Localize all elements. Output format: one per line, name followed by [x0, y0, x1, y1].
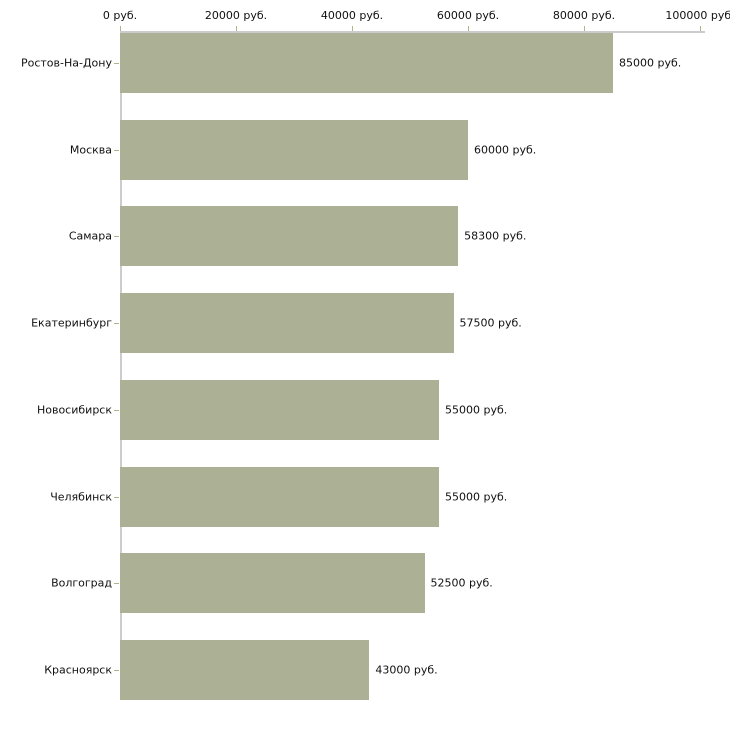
y-tick-mark	[114, 323, 119, 325]
x-tick-label: 40000 руб.	[320, 9, 384, 22]
value-label: 57500 руб.	[459, 316, 522, 330]
y-tick-mark	[114, 409, 119, 411]
x-tick-label: 80000 руб.	[552, 9, 616, 22]
x-tick-mark	[352, 26, 353, 31]
bar	[120, 293, 454, 354]
value-label: 55000 руб.	[445, 490, 508, 504]
x-tick-mark	[700, 26, 701, 31]
category-label: Ростов-На-Дону	[20, 56, 112, 70]
x-tick-mark	[584, 26, 585, 31]
bar	[120, 119, 468, 180]
y-tick-mark	[114, 236, 119, 238]
value-label: 55000 руб.	[445, 403, 508, 417]
bar	[120, 33, 613, 93]
category-label: Самара	[68, 229, 112, 243]
value-label: 43000 руб.	[375, 663, 438, 677]
category-label: Екатеринбург	[31, 316, 112, 330]
category-label: Новосибирск	[36, 403, 112, 417]
y-tick-mark	[114, 149, 119, 151]
x-tick-label: 0 руб.	[102, 9, 138, 22]
bar	[120, 639, 370, 700]
x-tick-mark	[468, 26, 469, 31]
bar	[120, 206, 459, 267]
y-tick-mark	[114, 496, 119, 498]
value-label: 85000 руб.	[619, 56, 682, 70]
x-tick-mark	[120, 26, 121, 31]
x-tick-label: 20000 руб.	[204, 9, 268, 22]
value-label: 60000 руб.	[474, 143, 537, 157]
y-tick-mark	[114, 669, 119, 671]
y-axis-line	[120, 31, 122, 700]
y-tick-mark	[114, 583, 119, 585]
y-tick-mark	[114, 63, 119, 64]
category-label: Челябинск	[50, 490, 112, 504]
bar	[120, 466, 439, 527]
x-tick-mark	[236, 26, 237, 31]
x-axis-line	[120, 31, 705, 33]
value-label: 58300 руб.	[464, 229, 527, 243]
category-label: Красноярск	[44, 663, 112, 677]
category-label: Волгоград	[51, 576, 112, 590]
category-label: Москва	[69, 143, 112, 157]
x-tick-label: 100000 руб.	[665, 9, 730, 22]
bar	[120, 379, 439, 440]
bar	[120, 553, 425, 614]
x-tick-label: 60000 руб.	[436, 9, 500, 22]
value-label: 52500 руб.	[430, 576, 493, 590]
